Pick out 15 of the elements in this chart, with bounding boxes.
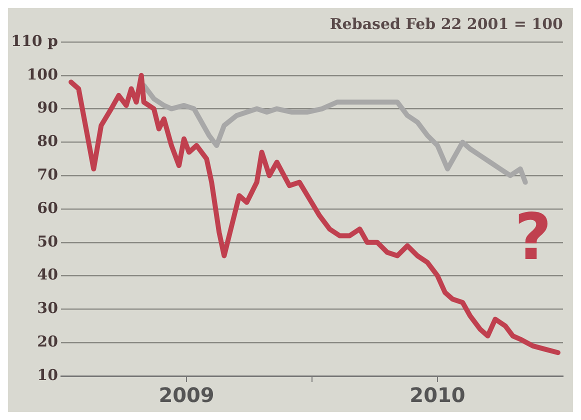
y-tick-label: 100: [26, 65, 58, 84]
y-tick-label: 70: [37, 165, 58, 184]
y-tick-label: 50: [37, 232, 58, 250]
y-tick-label: 90: [37, 98, 58, 117]
annotation: ?: [514, 201, 552, 276]
y-tick-label: 10: [37, 366, 58, 384]
chart-title: Rebased Feb 22 2001 = 100: [330, 14, 563, 33]
y-tick-label: 60: [37, 198, 58, 217]
y-tick-label: 40: [37, 266, 58, 284]
y-tick-label: 110 p: [10, 32, 58, 50]
y-tick-label: 80: [37, 132, 58, 150]
y-tick-label: 30: [37, 299, 58, 318]
x-tick-label: 2010: [410, 383, 466, 408]
y-tick-label: 20: [37, 332, 58, 350]
x-tick-label: 2009: [158, 383, 214, 408]
